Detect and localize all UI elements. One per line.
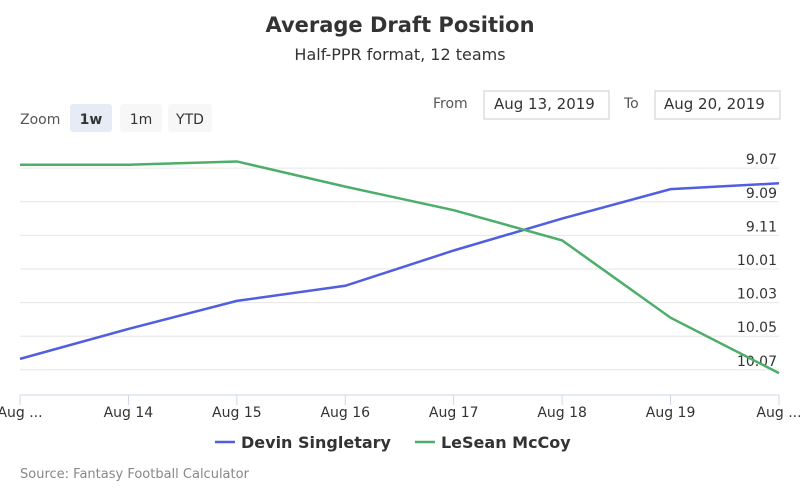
zoom-label: Zoom xyxy=(20,112,60,128)
y-tick-label: 10.03 xyxy=(737,287,777,303)
x-tick-label: Aug ... xyxy=(0,405,43,421)
y-tick-label: 10.05 xyxy=(737,320,777,336)
chart-subtitle: Half-PPR format, 12 teams xyxy=(294,45,505,64)
series-line xyxy=(20,160,780,375)
from-value[interactable]: Aug 13, 2019 xyxy=(494,95,595,113)
x-tick-label: Aug 19 xyxy=(646,405,696,421)
from-label: From xyxy=(433,96,468,112)
y-tick-label: 9.07 xyxy=(746,152,777,168)
zoom-button-label[interactable]: 1m xyxy=(130,112,153,128)
to-input[interactable] xyxy=(654,90,781,120)
x-tick-label: Aug 18 xyxy=(537,405,587,421)
legend-label[interactable]: LeSean McCoy xyxy=(441,433,571,452)
x-tick-label: Aug ... xyxy=(756,405,800,421)
zoom-button[interactable] xyxy=(70,104,112,132)
x-tick-label: Aug 15 xyxy=(212,405,262,421)
source: Source: Fantasy Football Calculator xyxy=(20,467,250,482)
chart-title: Average Draft Position xyxy=(265,13,534,37)
from-input[interactable] xyxy=(483,90,610,120)
y-tick-label: 9.09 xyxy=(746,186,777,202)
x-tick-label: Aug 17 xyxy=(429,405,479,421)
legend-label[interactable]: Devin Singletary xyxy=(241,433,392,452)
zoom-button-label[interactable]: YTD xyxy=(175,112,204,128)
y-tick-label: 10.01 xyxy=(737,253,777,269)
zoom-button-label[interactable]: 1w xyxy=(80,112,103,128)
zoom-button[interactable] xyxy=(120,104,162,132)
to-label: To xyxy=(623,96,639,112)
to-value[interactable]: Aug 20, 2019 xyxy=(664,95,765,113)
x-tick-label: Aug 14 xyxy=(104,405,154,421)
zoom-button[interactable] xyxy=(168,104,212,132)
x-tick-label: Aug 16 xyxy=(320,405,370,421)
y-tick-label: 9.11 xyxy=(746,219,777,235)
series-line xyxy=(19,182,780,361)
